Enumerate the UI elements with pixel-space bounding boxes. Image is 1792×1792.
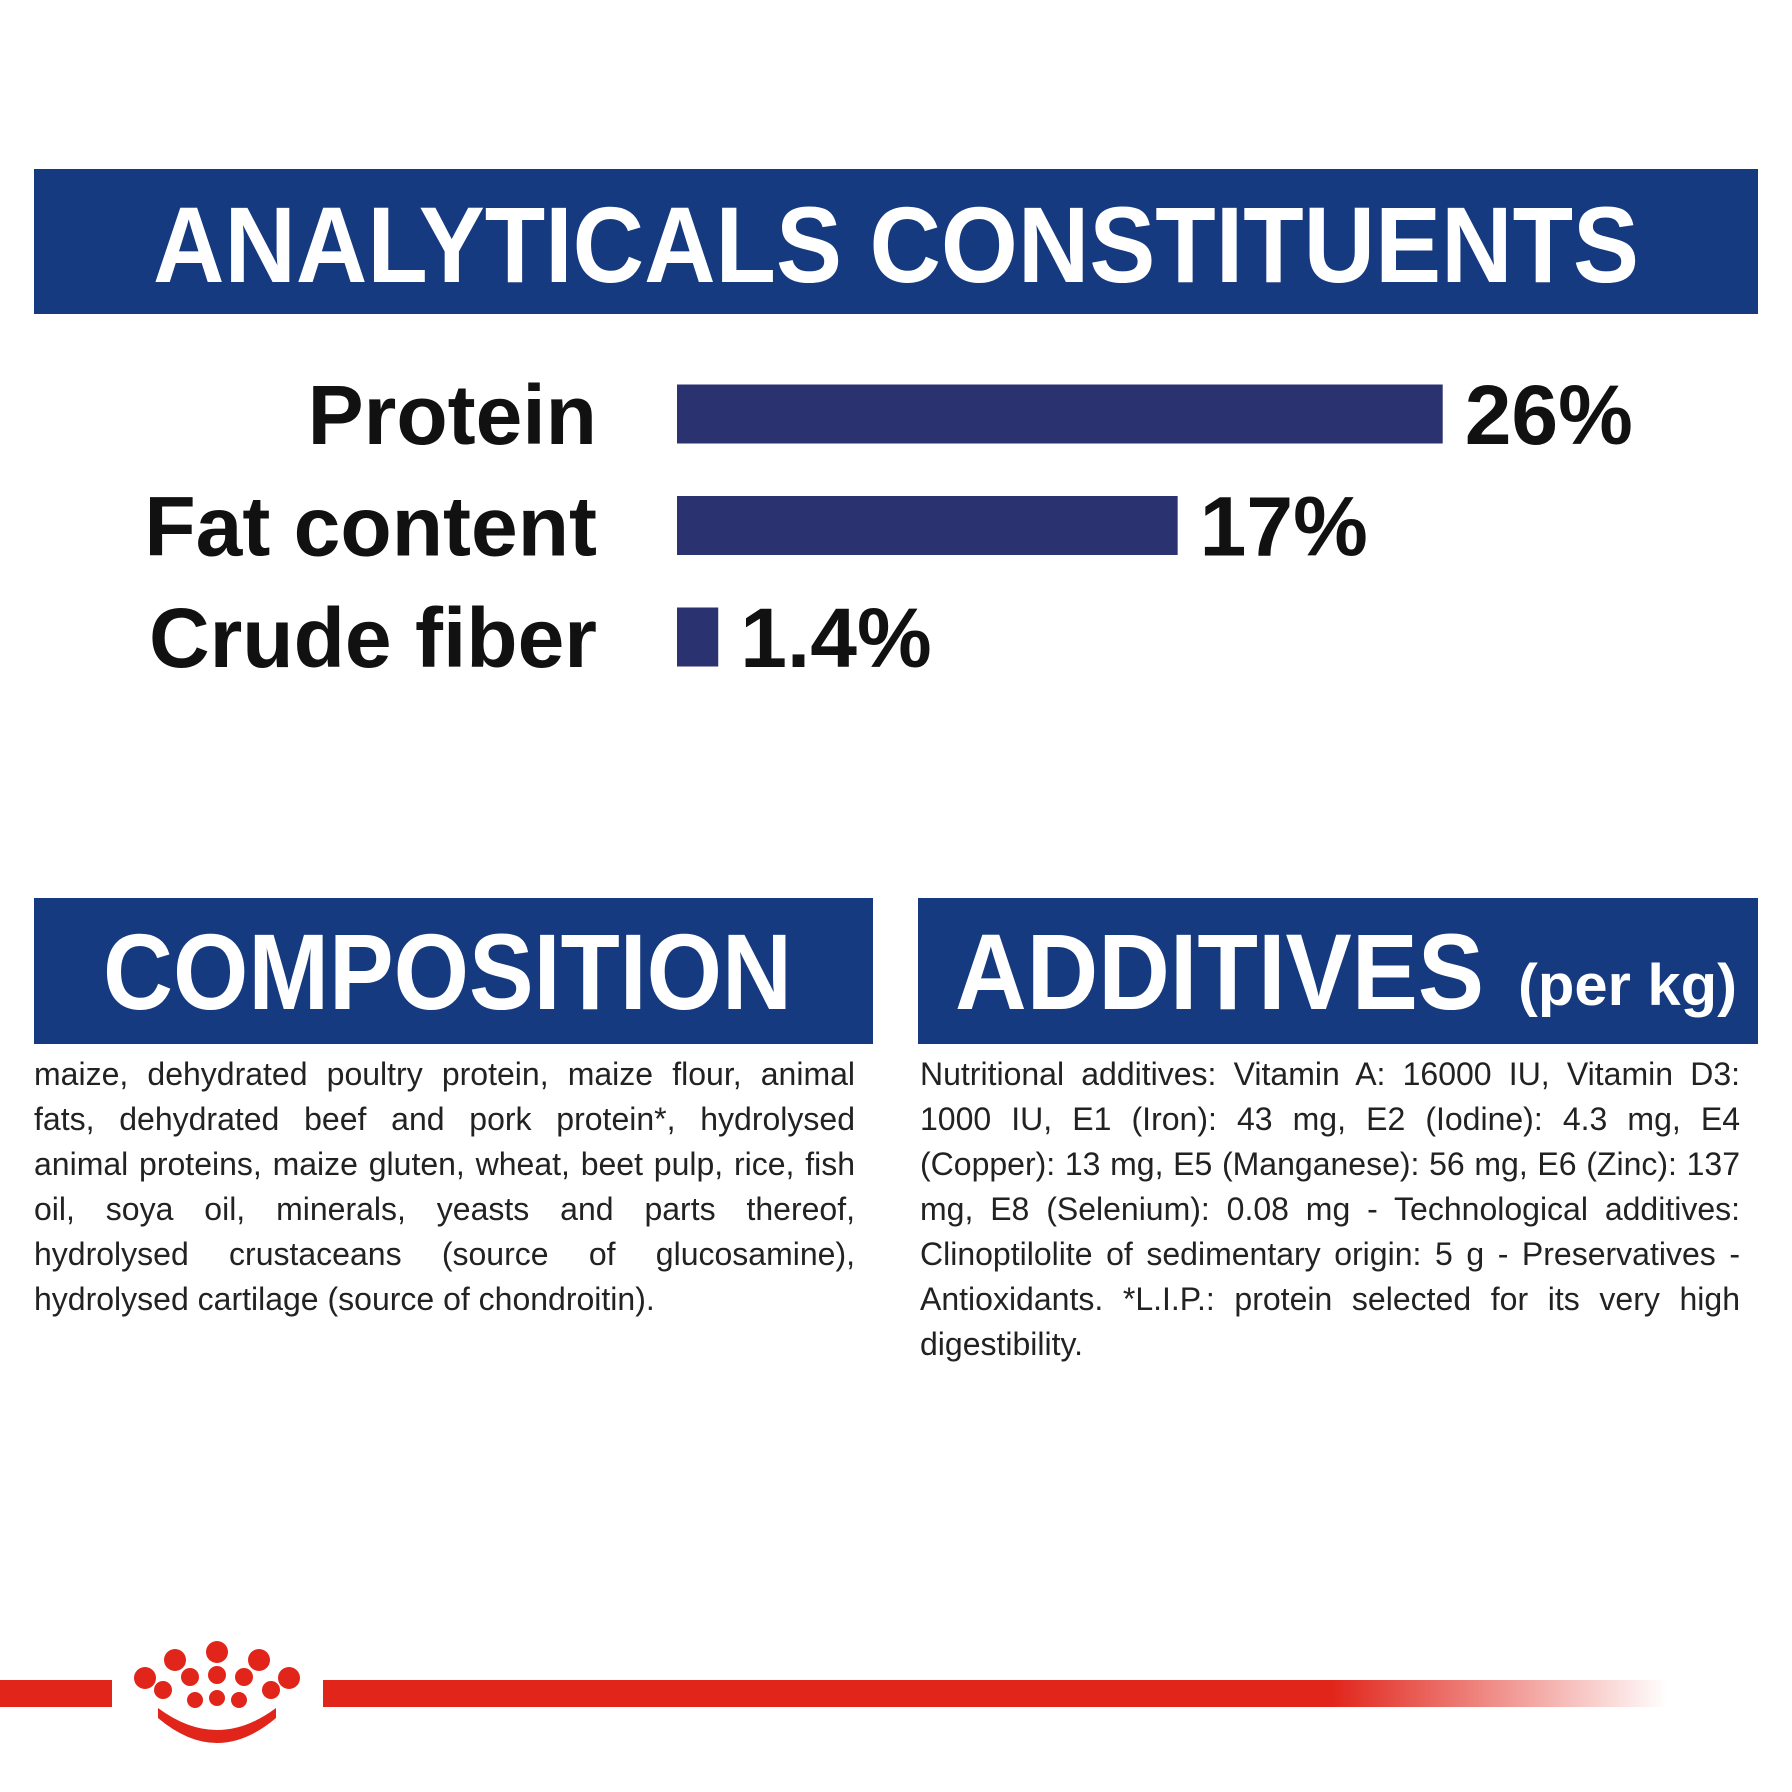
footer <box>0 1641 1668 1743</box>
bar <box>677 496 1178 555</box>
bar <box>677 384 1443 444</box>
header-band <box>34 169 1758 314</box>
footer-line <box>0 1680 112 1707</box>
value-label: 26% <box>1465 368 1633 462</box>
additives-unit: (per kg) <box>1518 953 1737 1018</box>
value-label: 1.4% <box>740 591 931 685</box>
composition-band <box>34 898 873 1044</box>
category-label: Fat content <box>144 480 597 574</box>
category-label: Protein <box>308 368 597 462</box>
composition-text: maize, dehydrated poultry protein, maize… <box>34 1056 855 1317</box>
footer-line <box>323 1680 1668 1707</box>
additives-text: Nutritional additives: Vitamin A: 16000 … <box>920 1056 1740 1362</box>
composition-title: COMPOSITION <box>103 911 792 1032</box>
additives-band <box>918 898 1758 1044</box>
value-label: 17% <box>1200 480 1368 574</box>
chart-title: ANALYTICALS CONSTITUENTS <box>153 184 1639 305</box>
bar <box>677 607 719 667</box>
crown-logo <box>134 1641 300 1743</box>
additives-title: ADDITIVES <box>955 911 1484 1032</box>
category-label: Crude fiber <box>149 591 597 685</box>
